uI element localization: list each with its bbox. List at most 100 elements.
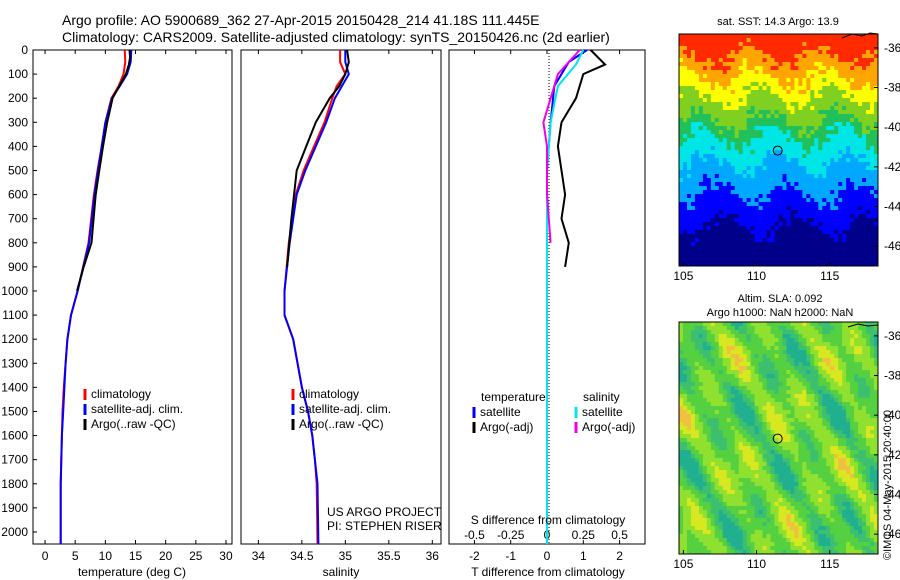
field-cell — [686, 342, 692, 347]
field-cell — [870, 254, 875, 259]
field-cell — [790, 250, 795, 255]
sst-map-axes — [678, 33, 879, 267]
field-cell — [690, 458, 696, 463]
field-cell — [866, 350, 871, 355]
field-cell — [706, 142, 712, 147]
field-cell — [770, 370, 775, 375]
field-cell — [850, 98, 855, 103]
field-cell — [782, 434, 787, 439]
field-cell — [866, 98, 871, 103]
field-cell — [790, 182, 795, 187]
field-cell — [694, 446, 700, 451]
field-cell — [874, 262, 879, 267]
field-cell — [858, 406, 863, 411]
field-cell — [830, 322, 835, 327]
field-cell — [730, 178, 736, 183]
field-cell — [718, 150, 724, 155]
field-cell — [846, 262, 851, 267]
field-cell — [762, 370, 767, 375]
field-cell — [722, 366, 728, 371]
field-cell — [766, 130, 771, 135]
field-cell — [754, 194, 759, 199]
field-cell — [710, 362, 716, 367]
field-cell — [794, 442, 799, 447]
field-cell — [870, 438, 875, 443]
field-cell — [734, 82, 740, 87]
field-cell — [834, 390, 839, 395]
field-cell — [826, 206, 831, 211]
field-cell — [686, 382, 692, 387]
field-cell — [742, 458, 748, 463]
field-cell — [690, 362, 696, 367]
field-cell — [718, 146, 724, 151]
field-cell — [802, 126, 807, 131]
field-cell — [774, 234, 779, 239]
field-cell — [702, 54, 708, 59]
field-cell — [818, 258, 823, 263]
field-cell — [698, 210, 704, 215]
field-cell — [814, 358, 819, 363]
field-cell — [838, 454, 843, 459]
field-cell — [790, 138, 795, 143]
field-cell — [850, 358, 855, 363]
field-cell — [866, 174, 871, 179]
field-cell — [874, 330, 879, 335]
field-cell — [738, 162, 744, 167]
field-cell — [730, 246, 736, 251]
field-cell — [862, 422, 867, 427]
field-cell — [870, 326, 875, 331]
field-cell — [874, 398, 879, 403]
field-cell — [718, 90, 724, 95]
field-cell — [698, 322, 704, 327]
field-cell — [782, 230, 787, 235]
field-cell — [746, 138, 752, 143]
field-cell — [746, 166, 752, 171]
field-cell — [679, 334, 684, 339]
field-cell — [686, 38, 692, 43]
field-cell — [774, 350, 779, 355]
field-cell — [754, 182, 759, 187]
field-cell — [762, 450, 767, 455]
field-cell — [858, 254, 863, 259]
field-cell — [774, 334, 779, 339]
field-cell — [758, 422, 763, 427]
field-cell — [686, 366, 692, 371]
field-cell — [762, 174, 767, 179]
field-cell — [870, 406, 875, 411]
field-cell — [758, 258, 763, 263]
field-cell — [754, 358, 759, 363]
field-cell — [774, 366, 779, 371]
field-cell — [686, 166, 692, 171]
field-cell — [774, 238, 779, 243]
field-cell — [818, 86, 823, 91]
field-cell — [862, 94, 867, 99]
lat-tick-label: -44 — [884, 200, 900, 214]
field-cell — [726, 258, 732, 263]
field-cell — [790, 466, 795, 471]
field-cell — [874, 206, 879, 211]
field-cell — [826, 326, 831, 331]
field-cell — [698, 86, 704, 91]
field-cell — [774, 122, 779, 127]
field-cell — [858, 462, 863, 467]
field-cell — [770, 126, 775, 131]
field-cell — [826, 402, 831, 407]
field-cell — [694, 450, 700, 455]
field-cell — [718, 342, 724, 347]
field-cell — [818, 362, 823, 367]
field-cell — [806, 94, 811, 99]
field-cell — [722, 438, 728, 443]
field-cell — [714, 414, 720, 419]
field-cell — [850, 398, 855, 403]
field-cell — [762, 78, 767, 83]
field-cell — [862, 330, 867, 335]
field-cell — [802, 326, 807, 331]
field-cell — [682, 446, 688, 451]
field-cell — [679, 254, 684, 259]
field-cell — [722, 106, 728, 111]
field-cell — [794, 110, 799, 115]
field-cell — [874, 258, 879, 263]
field-cell — [842, 446, 847, 451]
field-cell — [858, 126, 863, 131]
field-cell — [838, 70, 843, 75]
